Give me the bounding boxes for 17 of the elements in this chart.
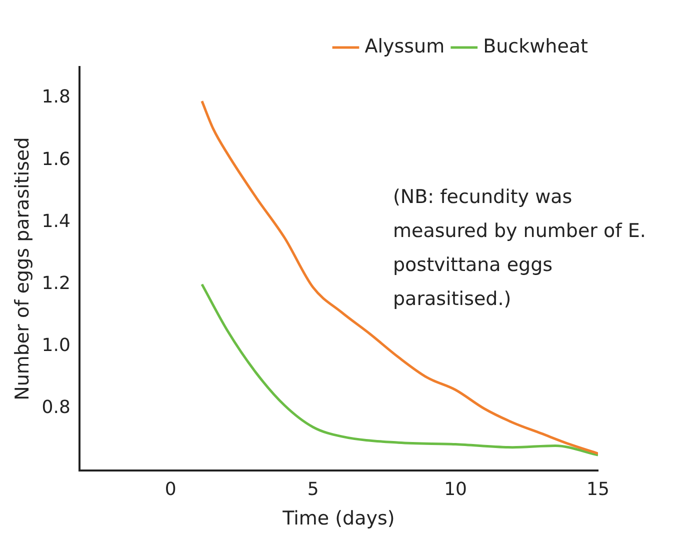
x-tick-label: 10 (444, 479, 467, 500)
legend-label: Alyssum (364, 35, 445, 58)
x-axis-title: Time (days) (282, 508, 395, 530)
y-tick-label: 1.2 (42, 272, 70, 294)
line-series (200, 100, 598, 455)
y-tick-label: 0.8 (42, 397, 70, 418)
x-tick-label: 15 (586, 479, 610, 500)
x-tick-label: 5 (307, 479, 319, 500)
y-tick-label: 1.4 (42, 210, 70, 232)
x-tick-label: 0 (164, 479, 176, 500)
y-axis-title: Number of eggs parasitised (11, 137, 34, 400)
y-tick-label: 1.8 (42, 86, 70, 108)
y-tick-label: 1.6 (42, 148, 70, 170)
line-series (200, 283, 598, 456)
y-tick-label: 1.0 (42, 335, 70, 356)
annotation: (NB: fecundity was measured by number of E. postvittana eggs parasitised.) (393, 185, 647, 312)
legend-label: Buckwheat (483, 35, 588, 58)
